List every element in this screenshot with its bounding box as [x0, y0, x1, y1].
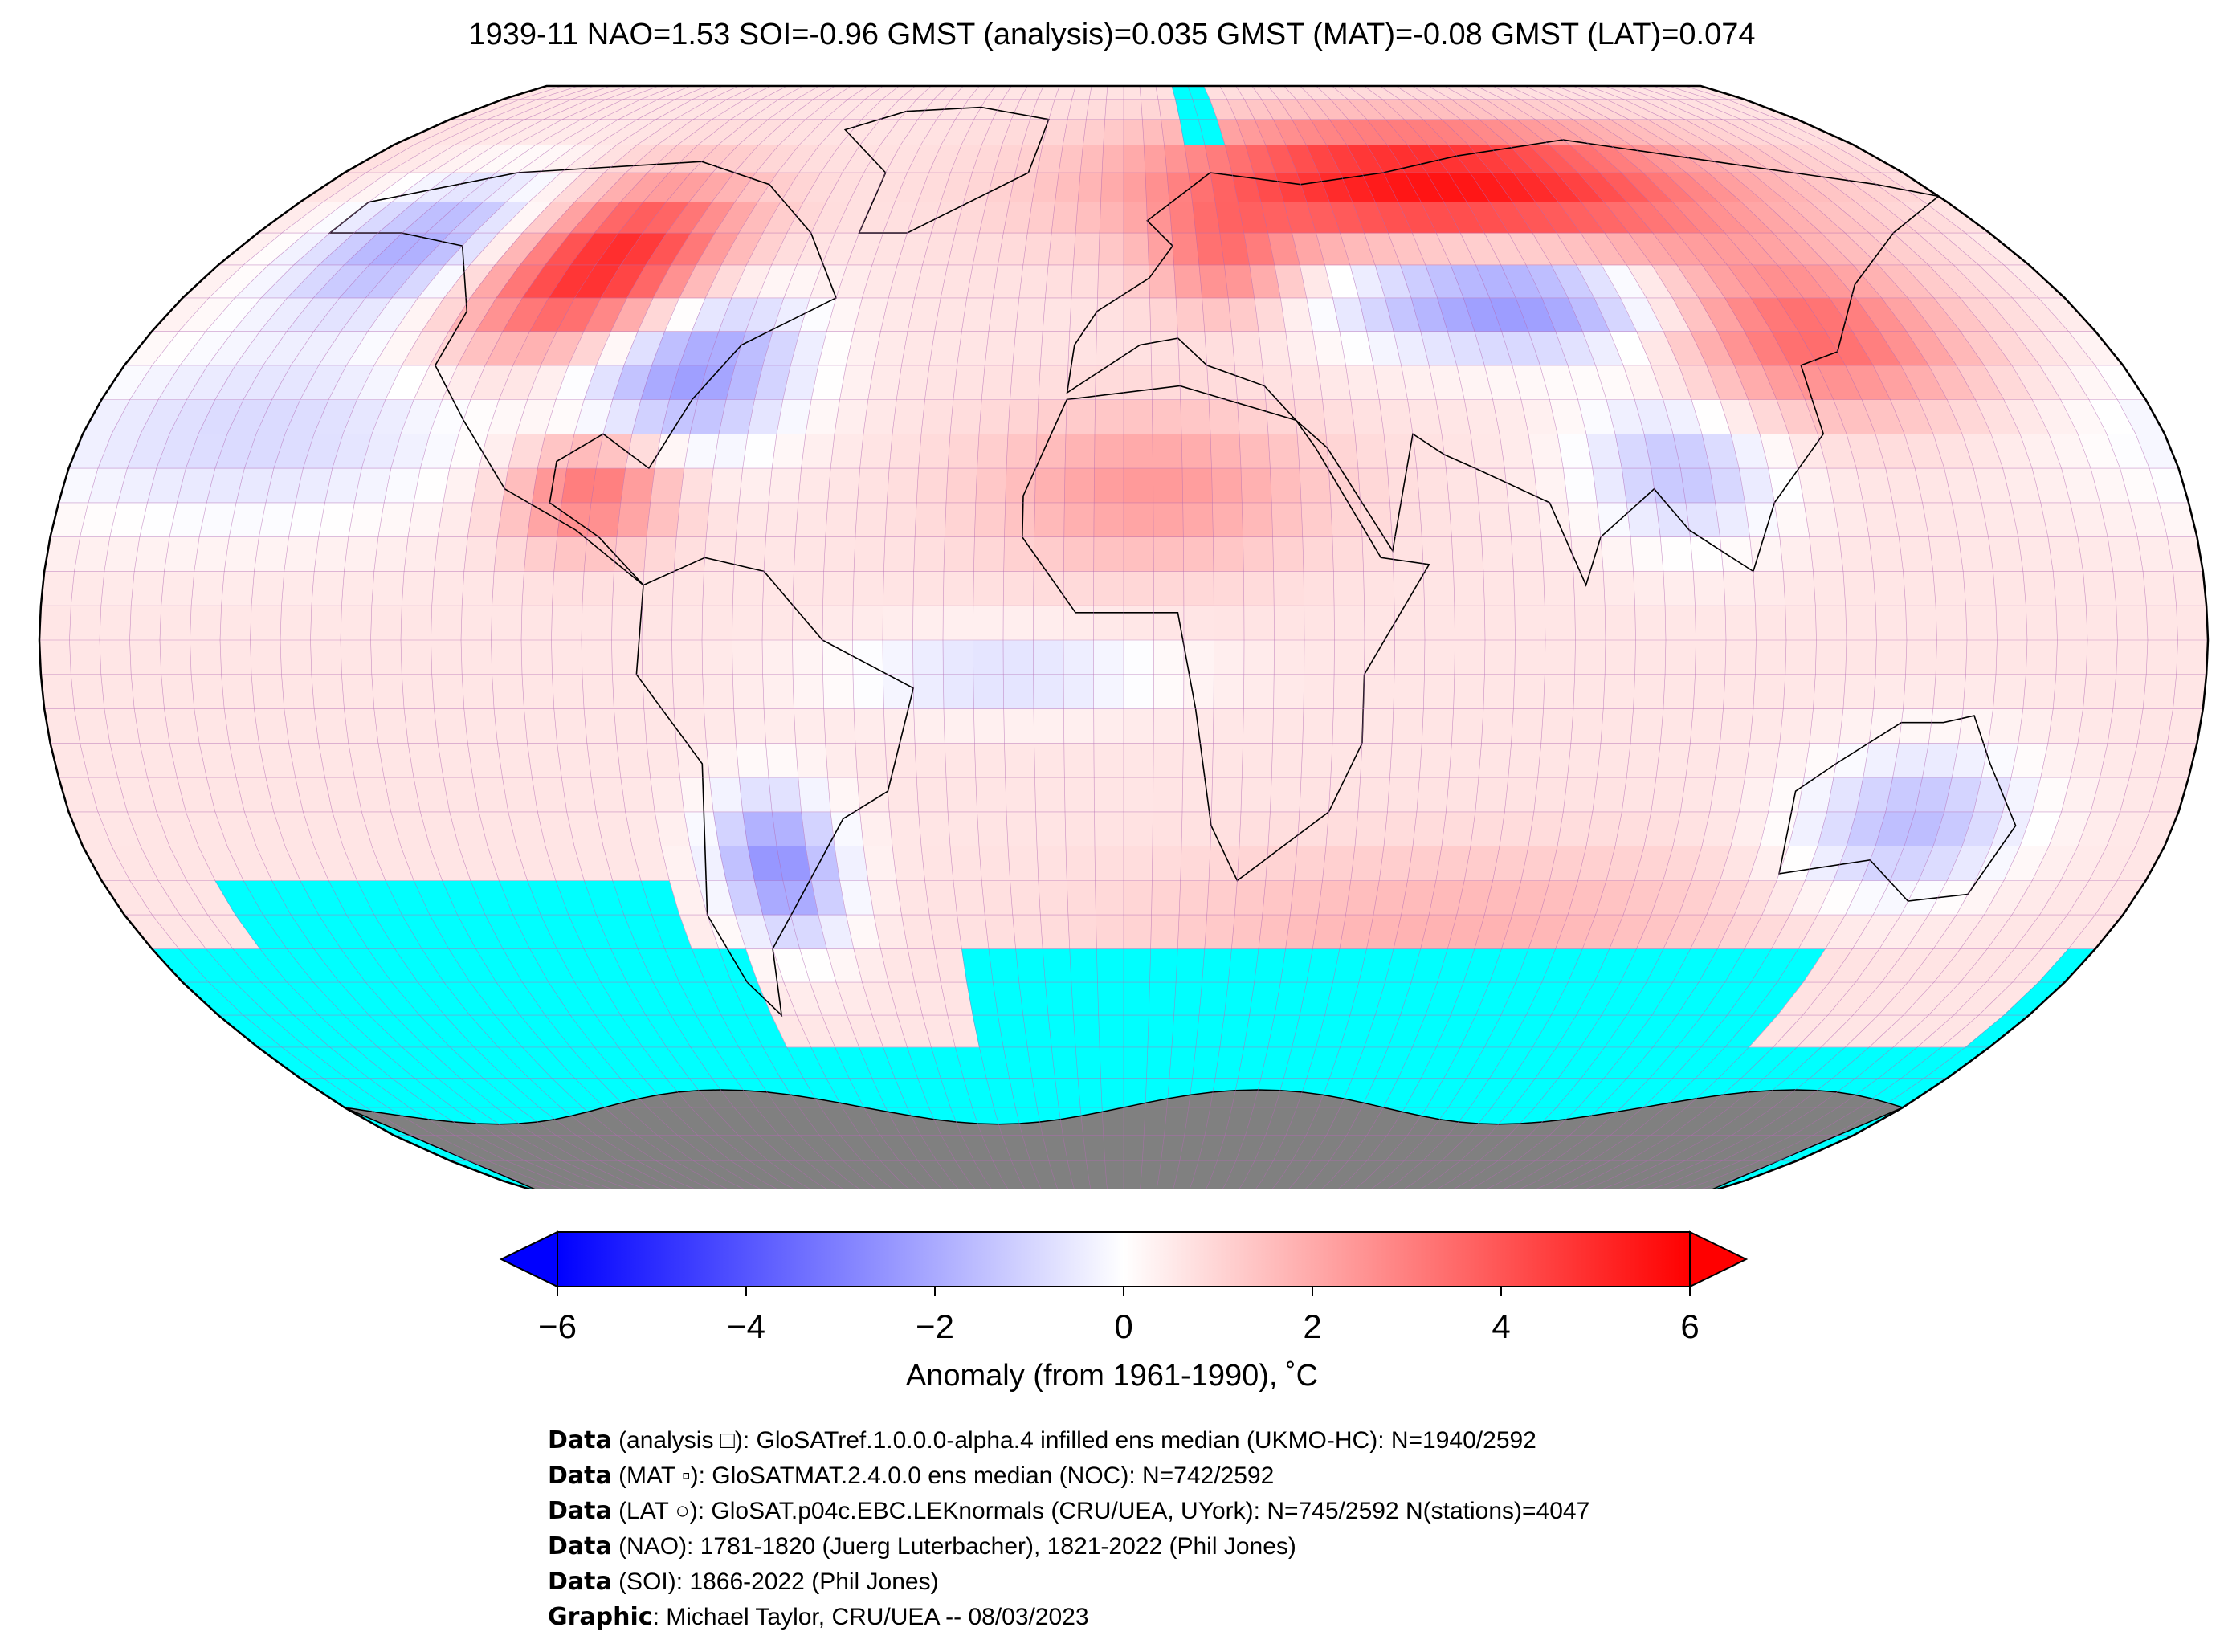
credit-line-key: Data [548, 1497, 612, 1525]
credit-line-text: : Michael Taylor, CRU/UEA -- 08/03/2023 [652, 1604, 1089, 1630]
credit-line: Data (LAT ○): GloSAT.p04c.EBC.LEKnormals… [548, 1494, 1589, 1529]
colorbar-extend-low [499, 1230, 558, 1288]
colorbar-label: Anomaly (from 1961-1990), ˚C [905, 1359, 1319, 1393]
credit-line: Data (NAO): 1781-1820 (Juerg Luterbacher… [548, 1529, 1589, 1564]
credit-line-text: (MAT ▫): GloSATMAT.2.4.0.0 ens median (N… [611, 1462, 1275, 1489]
credit-line-key: Data [548, 1426, 612, 1454]
credit-line-key: Graphic [548, 1603, 653, 1631]
credit-line-key: Data [548, 1532, 612, 1560]
credit-line-text: (NAO): 1781-1820 (Juerg Luterbacher), 18… [611, 1533, 1296, 1560]
credit-line-key: Data [548, 1462, 612, 1490]
colorbar [499, 1230, 1749, 1296]
colorbar-extend-high [1689, 1230, 1749, 1288]
colorbar-tick-label: −2 [916, 1307, 954, 1345]
colorbar-tick-label: 0 [1114, 1307, 1133, 1345]
credits-block: Data (analysis □): GloSATref.1.0.0.0-alp… [548, 1423, 1589, 1635]
colorbar-tick-label: −6 [538, 1307, 577, 1345]
colorbar-tick-label: 6 [1680, 1307, 1700, 1345]
credit-line-text: (SOI): 1866-2022 (Phil Jones) [611, 1568, 939, 1595]
colorbar-tick-label: 2 [1303, 1307, 1322, 1345]
colorbar-body [557, 1231, 1691, 1287]
credit-line: Data (MAT ▫): GloSATMAT.2.4.0.0 ens medi… [548, 1458, 1589, 1494]
credit-line-key: Data [548, 1568, 612, 1596]
map-title: 1939-11 NAO=1.53 SOI=-0.96 GMST (analysi… [468, 18, 1756, 51]
colorbar-tick-label: 4 [1492, 1307, 1511, 1345]
credit-line-text: (analysis □): GloSATref.1.0.0.0-alpha.4 … [611, 1427, 1536, 1454]
credit-line: Data (analysis □): GloSATref.1.0.0.0-alp… [548, 1423, 1589, 1458]
colorbar-tick-label: −4 [727, 1307, 765, 1345]
world-anomaly-map [38, 84, 2210, 1189]
credit-line-text: (LAT ○): GloSAT.p04c.EBC.LEKnormals (CRU… [611, 1498, 1590, 1524]
credit-line: Graphic: Michael Taylor, CRU/UEA -- 08/0… [548, 1600, 1589, 1635]
colorbar-ticks [557, 1287, 1691, 1296]
credit-line: Data (SOI): 1866-2022 (Phil Jones) [548, 1564, 1589, 1600]
